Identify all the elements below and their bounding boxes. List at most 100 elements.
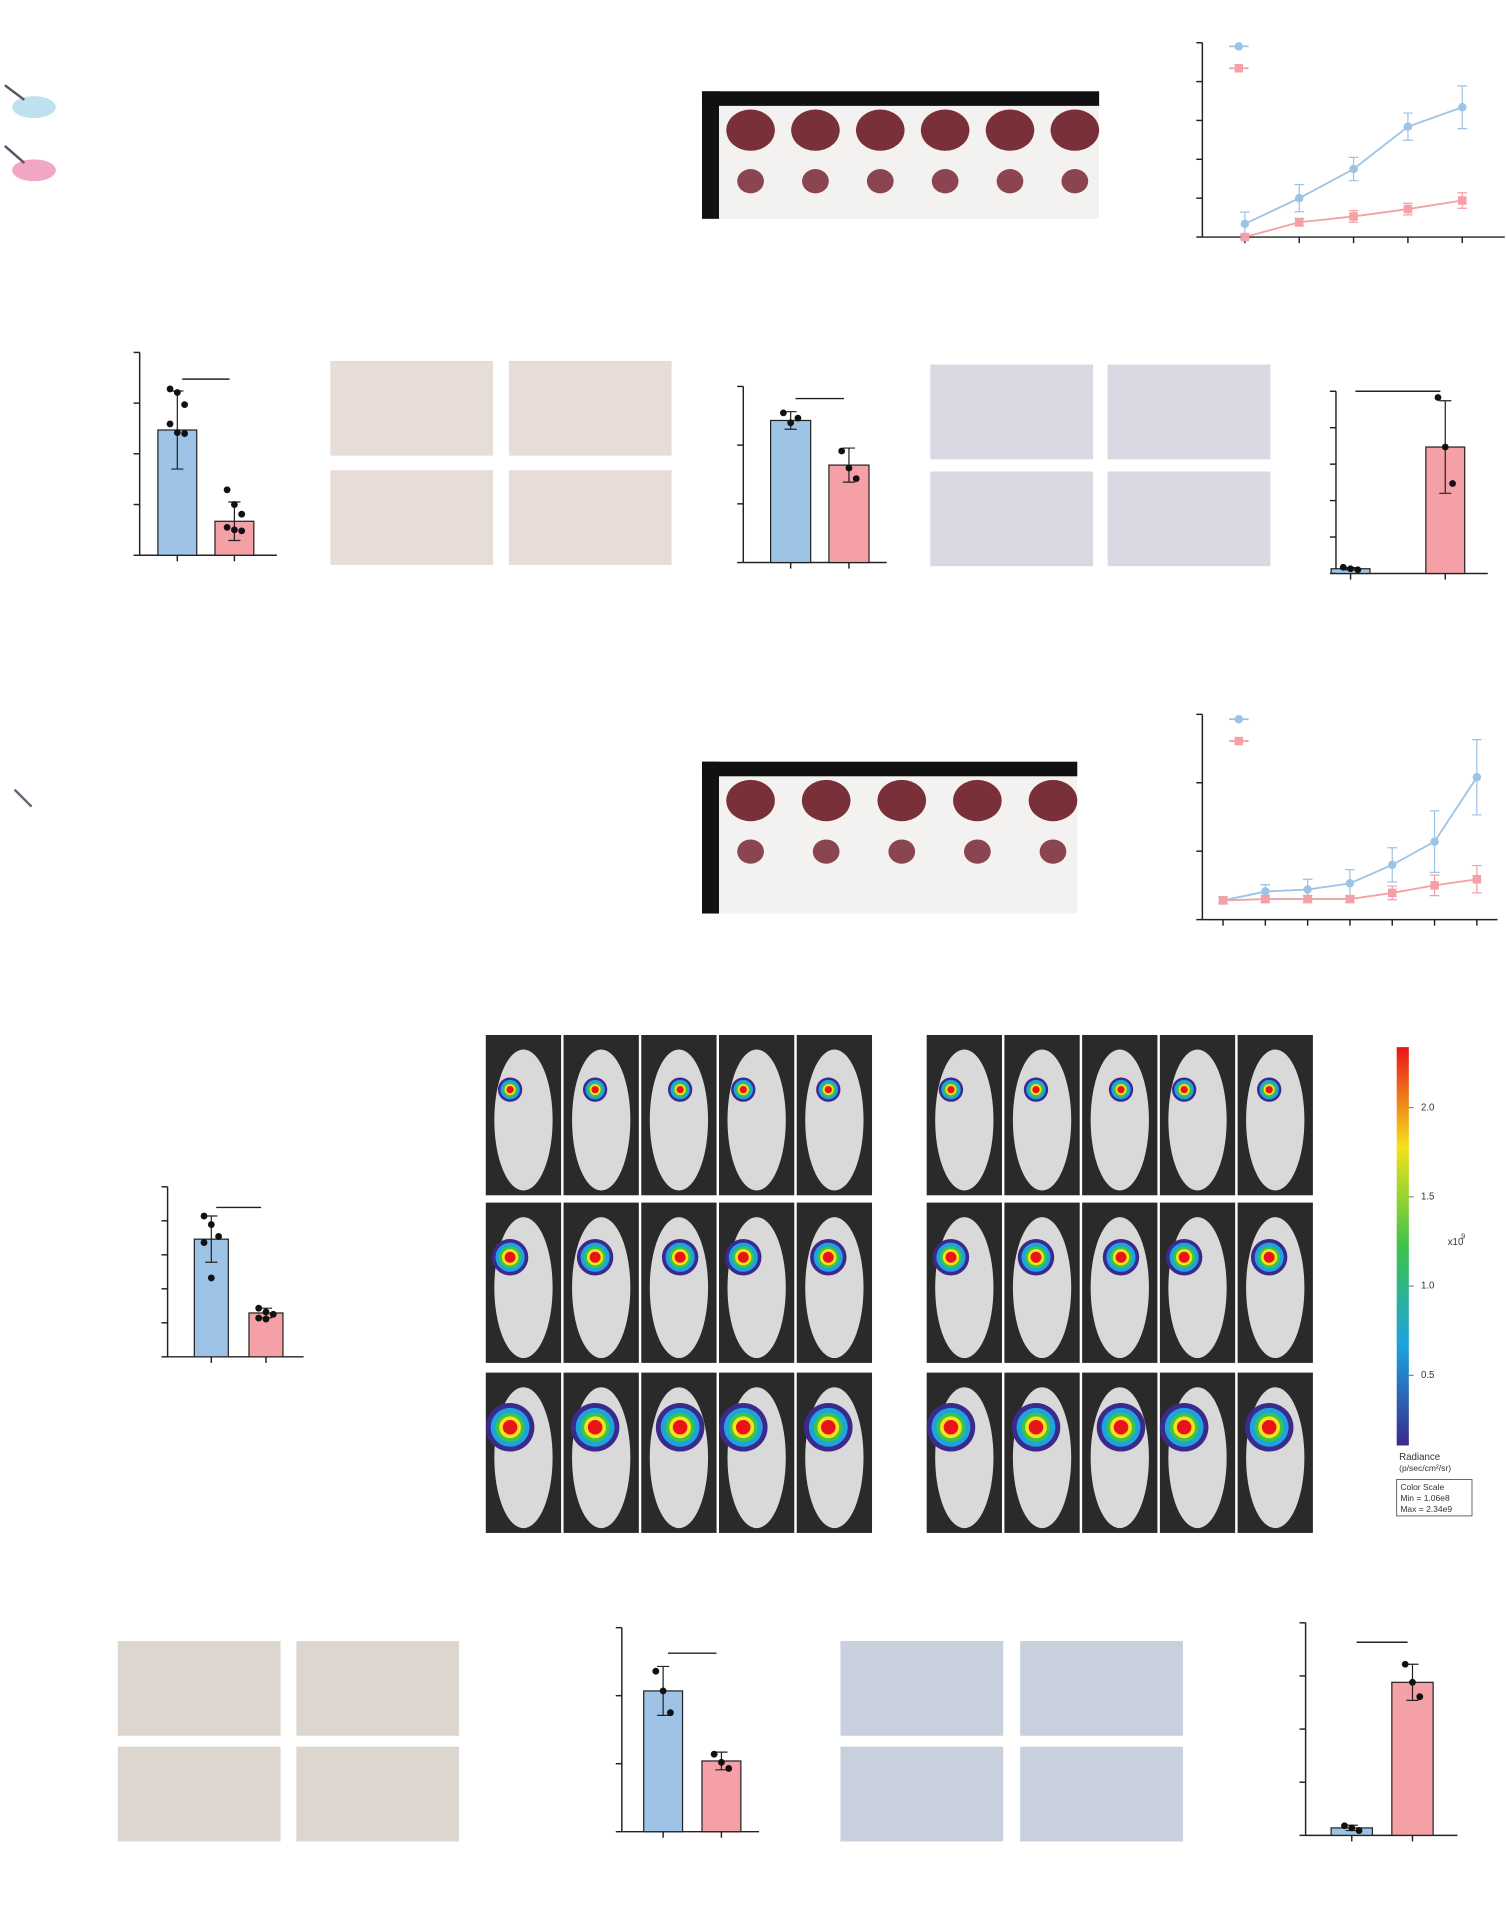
- ihc-image: [508, 470, 672, 565]
- ihc-image: [1020, 1746, 1183, 1842]
- mouse: [805, 1049, 864, 1191]
- mouse: [935, 1049, 994, 1191]
- data-point: [1355, 1827, 1363, 1834]
- tumor: [1028, 779, 1078, 822]
- signal: [1261, 1419, 1277, 1435]
- mouse: [649, 1049, 709, 1191]
- data-point: [1401, 1660, 1409, 1668]
- signal: [1176, 1419, 1192, 1435]
- signal: [506, 1085, 514, 1094]
- data-point: [223, 486, 231, 494]
- ihc-image: [117, 1641, 281, 1736]
- signal: [735, 1419, 751, 1435]
- mouse: [572, 1217, 631, 1359]
- data-point: [166, 385, 174, 393]
- marker: [1387, 888, 1397, 898]
- tumor: [877, 779, 927, 822]
- marker: [1430, 881, 1439, 890]
- tumor: [801, 779, 851, 822]
- marker: [1294, 193, 1304, 203]
- signal: [737, 1251, 749, 1263]
- data-point: [1354, 566, 1362, 574]
- mouse: [649, 1217, 709, 1359]
- tumor: [737, 839, 764, 864]
- ihc-image: [1107, 364, 1271, 460]
- mouse: [572, 1049, 631, 1191]
- ihc-image: [508, 360, 672, 456]
- marker: [1261, 887, 1270, 896]
- signal: [1117, 1085, 1125, 1094]
- data-point: [223, 523, 231, 531]
- signal: [945, 1251, 957, 1263]
- data-point: [200, 1239, 208, 1246]
- ruler: [701, 91, 1100, 106]
- data-point: [255, 1304, 263, 1312]
- marker: [1472, 773, 1482, 782]
- tumor: [726, 779, 775, 822]
- bar: [701, 1760, 742, 1833]
- data-point: [652, 1667, 660, 1675]
- ihc-image: [840, 1641, 1004, 1736]
- signal: [1180, 1085, 1188, 1094]
- ihc-image: [296, 1746, 460, 1842]
- data-point: [255, 1314, 263, 1322]
- signal: [822, 1251, 834, 1263]
- colorbar-multiplier: x10: [1448, 1237, 1464, 1248]
- tumor: [964, 839, 991, 864]
- data-point: [231, 526, 238, 534]
- data-point: [200, 1212, 208, 1220]
- marker: [1345, 894, 1355, 904]
- tumor-photo: [701, 91, 1100, 219]
- ihc-image: [1020, 1641, 1183, 1736]
- marker: [1294, 218, 1304, 227]
- ihc-image: [296, 1641, 460, 1736]
- tumor: [737, 169, 764, 194]
- tumor: [1061, 169, 1089, 194]
- colorbar-label: 1.5: [1421, 1191, 1434, 1202]
- scale-min: Min = 1.06e8: [1400, 1493, 1450, 1503]
- signal: [504, 1251, 516, 1263]
- data-point: [181, 430, 189, 437]
- data-point: [852, 475, 860, 482]
- mouse: [727, 1049, 786, 1191]
- data-point: [779, 409, 787, 417]
- tumor: [1050, 109, 1100, 151]
- colorbar-label: 0.5: [1421, 1370, 1434, 1381]
- marker: [1430, 837, 1439, 846]
- marker: [1403, 204, 1413, 214]
- legend-marker: [1234, 714, 1244, 724]
- tumor: [985, 109, 1035, 151]
- ruler: [701, 91, 719, 219]
- ihc-image: [930, 471, 1094, 567]
- mouse-icons: [4, 84, 56, 808]
- signal: [1265, 1085, 1273, 1094]
- signal: [1028, 1419, 1044, 1435]
- ruler: [701, 761, 719, 914]
- legend-marker: [1234, 42, 1244, 51]
- marker: [1240, 232, 1250, 242]
- data-point: [231, 501, 238, 508]
- tumor: [953, 779, 1002, 822]
- colorbar-label: 2.0: [1421, 1102, 1435, 1113]
- data-point: [1416, 1693, 1424, 1701]
- data-point: [1347, 565, 1354, 573]
- marker: [1387, 860, 1397, 870]
- data-point: [659, 1687, 667, 1695]
- tumor: [791, 109, 840, 151]
- mouse: [1090, 1217, 1149, 1359]
- marker: [1458, 102, 1467, 112]
- signal: [676, 1085, 684, 1094]
- data-point: [725, 1765, 733, 1772]
- marker: [1349, 212, 1358, 221]
- mouse: [1168, 1049, 1227, 1191]
- tumor: [1039, 839, 1067, 864]
- ihc-image: [330, 470, 494, 565]
- marker: [1349, 164, 1358, 174]
- marker: [1403, 122, 1413, 131]
- signal: [1263, 1251, 1275, 1263]
- scale-box: [1396, 1479, 1473, 1517]
- tumor: [931, 169, 959, 194]
- mouse: [727, 1217, 786, 1359]
- data-point: [262, 1315, 270, 1323]
